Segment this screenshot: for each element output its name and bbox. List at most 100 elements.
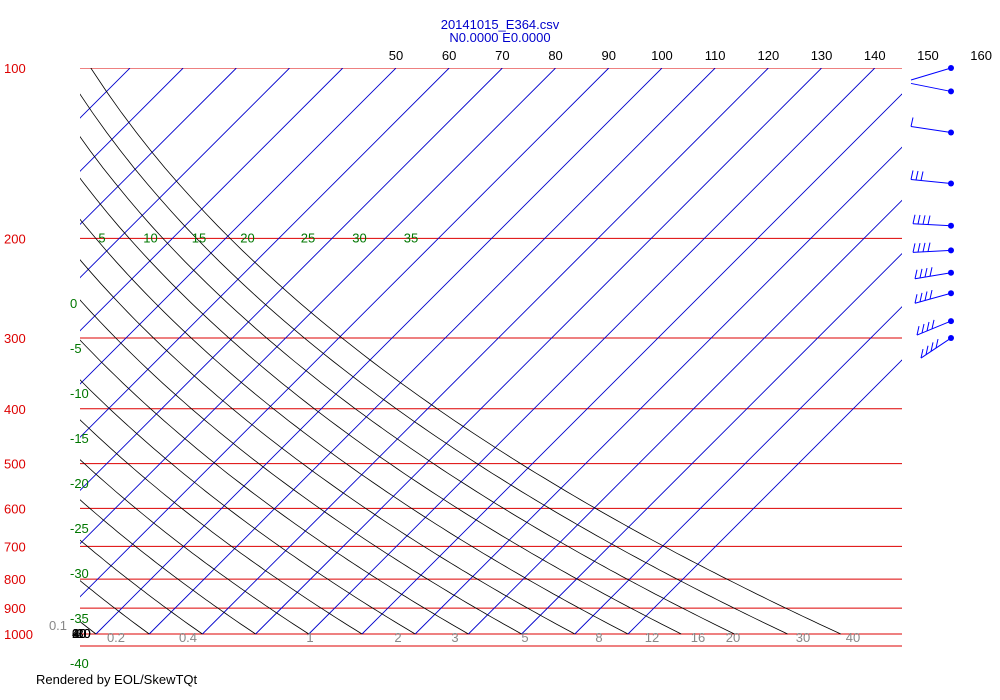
wind-barb bbox=[920, 335, 954, 359]
moist-adiabat-label: 30 bbox=[352, 230, 366, 245]
isotherm-top-label: 120 bbox=[758, 48, 780, 63]
dry-adiabat-label: 20 bbox=[72, 626, 86, 641]
wind-barb bbox=[912, 242, 954, 254]
wind-barb-flag bbox=[912, 243, 916, 253]
isotherm-line bbox=[627, 359, 902, 635]
moist-adiabat-label: -25 bbox=[70, 521, 89, 536]
wind-barb-station bbox=[948, 88, 954, 95]
pressure-label: 700 bbox=[4, 539, 26, 554]
wind-barb bbox=[910, 82, 954, 95]
wind-barb-flag bbox=[910, 170, 914, 180]
isotherm-top-label: 90 bbox=[602, 48, 616, 63]
mixing-ratio-label: 16 bbox=[691, 630, 705, 645]
wind-barb-flag bbox=[931, 319, 935, 330]
wind-barb-flag bbox=[910, 117, 914, 127]
wind-barb-station bbox=[948, 247, 954, 254]
dry-adiabat-line bbox=[80, 93, 788, 635]
dry-adiabat-line bbox=[80, 177, 682, 635]
wind-barb bbox=[914, 289, 954, 304]
isotherm-line bbox=[80, 68, 290, 279]
isotherm-line bbox=[521, 252, 902, 635]
chart-subtitle: N0.0000 E0.0000 bbox=[449, 30, 551, 45]
isotherm-line bbox=[80, 68, 556, 545]
dry-adiabat-label: 30 bbox=[72, 626, 86, 641]
dry-adiabat-label: -10 bbox=[72, 626, 91, 641]
wind-barb-shaft bbox=[912, 223, 952, 227]
wind-barb-flag bbox=[921, 323, 925, 334]
moist-adiabat-label: -5 bbox=[70, 341, 82, 356]
pressure-label: 800 bbox=[4, 572, 26, 587]
wind-barb-flag bbox=[920, 171, 924, 181]
wind-barb-station bbox=[948, 290, 954, 297]
pressure-label: 900 bbox=[4, 601, 26, 616]
isotherm-line bbox=[80, 68, 344, 332]
wind-barb-shaft bbox=[910, 125, 952, 133]
dry-adiabat-line bbox=[80, 499, 256, 635]
mixing-ratio-label: 3 bbox=[451, 630, 458, 645]
pressure-label: 100 bbox=[4, 61, 26, 76]
dry-adiabat-line bbox=[80, 259, 575, 635]
wind-barb-flag bbox=[915, 170, 919, 181]
wind-barb bbox=[910, 117, 954, 136]
isotherm-line bbox=[95, 68, 663, 635]
wind-barb-shaft bbox=[910, 82, 952, 92]
dry-adiabat-label: -20 bbox=[72, 626, 91, 641]
pressure-label: 1000 bbox=[4, 627, 33, 642]
wind-barb-shaft bbox=[910, 67, 952, 81]
moist-adiabat-label: 10 bbox=[143, 230, 157, 245]
wind-barb-shaft bbox=[914, 272, 952, 280]
isotherm-line bbox=[202, 68, 769, 635]
dry-adiabat-label: -30 bbox=[72, 626, 91, 641]
wind-barb-flag bbox=[914, 294, 918, 304]
wind-barb bbox=[910, 170, 954, 187]
dry-adiabat-label: 0 bbox=[72, 626, 79, 641]
mixing-ratio-label: 1 bbox=[306, 630, 313, 645]
wind-barb bbox=[916, 318, 954, 336]
dry-adiabat-line bbox=[90, 68, 841, 635]
isotherm-top-label: 150 bbox=[917, 48, 939, 63]
wind-barb-station bbox=[948, 222, 954, 229]
isotherm-line bbox=[80, 68, 503, 492]
mixing-ratio-label: 0.4 bbox=[179, 630, 197, 645]
moist-adiabat-label: 25 bbox=[301, 230, 315, 245]
isotherm-line bbox=[361, 93, 902, 635]
wind-barb-flag bbox=[919, 292, 923, 302]
dry-adiabat-label: 10 bbox=[72, 626, 86, 641]
wind-barb-flag bbox=[916, 325, 920, 336]
isotherm-line bbox=[80, 68, 237, 226]
moist-adiabat-label: 35 bbox=[404, 230, 418, 245]
isotherm-top-label: 50 bbox=[389, 48, 403, 63]
dry-adiabat-line bbox=[80, 419, 363, 635]
wind-barb-flag bbox=[935, 338, 939, 349]
wind-barb-flag bbox=[929, 289, 933, 300]
mixing-ratio-label: 8 bbox=[595, 630, 602, 645]
pressure-label: 500 bbox=[4, 457, 26, 472]
mixing-ratio-label: 12 bbox=[645, 630, 659, 645]
moist-adiabat-label: 0 bbox=[70, 296, 77, 311]
dry-adiabat-line bbox=[80, 218, 629, 635]
dry-adiabat-line bbox=[80, 459, 310, 635]
chart-title: 20141015_E364.csv bbox=[440, 17, 560, 32]
wind-barb-station bbox=[948, 269, 954, 276]
wind-barb-station bbox=[948, 129, 954, 136]
dry-adiabat-line bbox=[80, 135, 735, 635]
footer-credit: Rendered by EOL/SkewTQt bbox=[36, 672, 198, 687]
wind-barb-flag bbox=[925, 345, 929, 355]
moist-adiabat-label: -15 bbox=[70, 431, 89, 446]
isotherm-line bbox=[468, 199, 902, 635]
wind-barb-station bbox=[948, 318, 954, 325]
isotherm-top-label: 80 bbox=[548, 48, 562, 63]
wind-barb-shaft bbox=[912, 249, 952, 253]
dry-adiabat-line bbox=[80, 379, 416, 635]
wind-barb-flag bbox=[924, 267, 928, 278]
moist-adiabat-label: 5 bbox=[98, 230, 105, 245]
wind-barb-station bbox=[948, 65, 954, 71]
isotherm-top-label: 130 bbox=[811, 48, 833, 63]
wind-barb-flag bbox=[922, 215, 926, 225]
dry-adiabat-line bbox=[80, 299, 522, 635]
wind-barb-flag bbox=[930, 342, 934, 352]
isotherm-top-label: 60 bbox=[442, 48, 456, 63]
wind-barb-flag bbox=[927, 242, 931, 252]
isotherm-line bbox=[80, 68, 397, 385]
